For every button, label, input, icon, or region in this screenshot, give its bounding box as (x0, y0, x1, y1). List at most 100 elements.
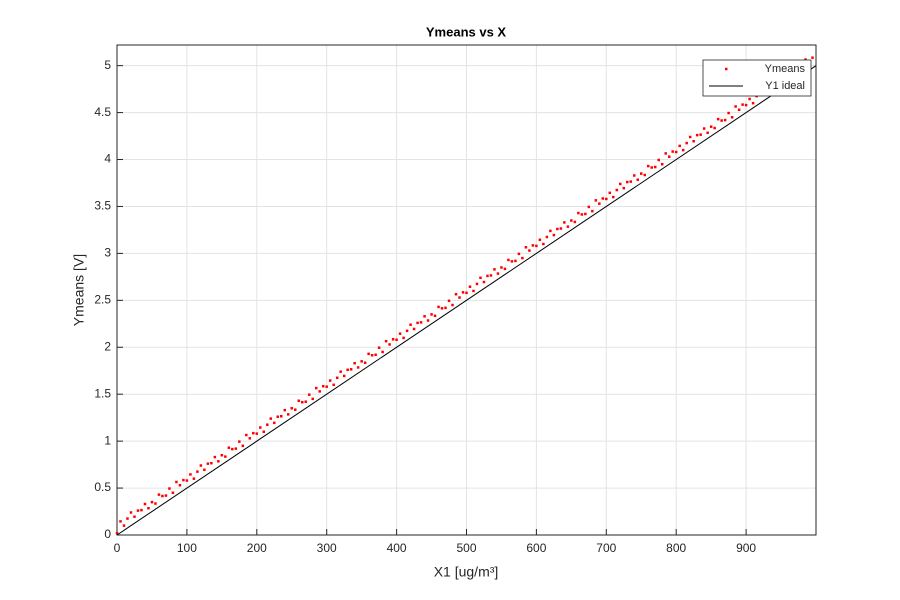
data-point (678, 144, 681, 148)
data-point (353, 361, 356, 365)
data-point (168, 487, 171, 490)
data-point (570, 219, 573, 222)
data-point (262, 430, 266, 433)
data-point (335, 376, 339, 380)
data-point (304, 400, 307, 403)
data-point (643, 173, 646, 177)
data-point (154, 502, 157, 505)
data-point (695, 133, 699, 137)
data-point (674, 150, 678, 154)
legend-box (702, 59, 812, 97)
data-point (276, 415, 280, 418)
plot-frame (116, 44, 817, 536)
data-point (559, 227, 563, 230)
data-point (391, 338, 395, 341)
data-point (601, 197, 605, 200)
data-point (133, 515, 136, 518)
data-point (213, 455, 217, 459)
data-point (269, 417, 273, 420)
data-point (657, 158, 660, 162)
data-point (528, 249, 531, 252)
data-point (143, 502, 147, 506)
data-point (283, 408, 287, 412)
data-point (608, 191, 612, 195)
data-point (552, 233, 556, 237)
data-point (328, 379, 332, 382)
data-point (591, 209, 594, 213)
data-point (346, 368, 349, 372)
data-point (182, 478, 185, 482)
data-point (667, 155, 671, 158)
data-point (566, 225, 570, 228)
data-point (664, 152, 667, 155)
data-point (653, 165, 657, 169)
data-point (633, 174, 636, 177)
data-point (587, 205, 591, 209)
data-point (619, 182, 622, 186)
x-tick-label: 700 (596, 541, 616, 555)
data-point (489, 274, 493, 277)
data-point (521, 256, 524, 260)
data-point (734, 105, 737, 108)
data-point (699, 133, 702, 136)
data-point (723, 118, 727, 122)
data-point (224, 455, 227, 458)
data-point (433, 314, 437, 318)
data-point (671, 150, 674, 153)
x-tick-label: 400 (387, 541, 407, 555)
data-point (126, 517, 129, 520)
data-point (189, 473, 192, 476)
data-point (482, 280, 486, 284)
data-point (227, 446, 231, 449)
data-point (447, 299, 451, 303)
data-point (255, 432, 259, 435)
data-point (290, 407, 293, 410)
data-point (360, 360, 363, 363)
data-point (220, 453, 224, 457)
x-tick-label: 900 (736, 541, 756, 555)
data-point (314, 386, 318, 390)
data-point (164, 494, 168, 497)
data-point (475, 282, 479, 286)
data-point (730, 116, 734, 119)
data-point (178, 483, 182, 487)
data-point (300, 400, 304, 404)
data-point (626, 180, 629, 184)
data-point (472, 289, 475, 293)
data-point (461, 291, 465, 294)
data-point (510, 260, 514, 263)
data-point (161, 494, 164, 498)
data-point (342, 374, 346, 378)
data-point (280, 415, 283, 418)
data-point (465, 291, 468, 295)
data-point (402, 336, 405, 340)
data-point (122, 524, 126, 527)
data-point (150, 500, 154, 504)
x-tick-label: 200 (247, 541, 267, 555)
data-point (598, 202, 601, 205)
data-point (706, 131, 709, 135)
data-point (584, 212, 587, 216)
x-tick-label: 500 (456, 541, 476, 555)
data-point (503, 267, 507, 271)
data-point (577, 211, 580, 215)
data-point (629, 180, 633, 183)
data-point (514, 259, 517, 263)
data-point (318, 390, 321, 393)
x-tick-label: 600 (526, 541, 546, 555)
data-point (542, 242, 545, 246)
data-point (615, 188, 619, 192)
data-point (349, 368, 353, 371)
data-point (458, 296, 461, 299)
data-point (412, 327, 416, 331)
data-point (311, 397, 314, 401)
data-point (203, 468, 206, 472)
y-axis-label: Ymeans [V] (71, 254, 87, 326)
data-point (147, 506, 150, 510)
data-point (259, 426, 262, 429)
data-point (681, 148, 685, 152)
y-tick-label: 3.5 (94, 199, 111, 213)
data-point (273, 421, 276, 425)
data-point (297, 399, 300, 403)
data-point (245, 433, 248, 437)
